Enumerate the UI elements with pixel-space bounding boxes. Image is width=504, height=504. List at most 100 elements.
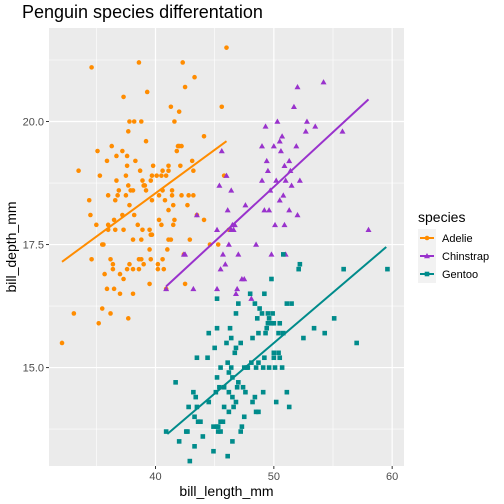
adelie-point xyxy=(166,207,171,213)
adelie-point xyxy=(219,104,225,110)
adelie-point xyxy=(186,193,191,198)
adelie-point xyxy=(131,119,137,124)
adelie-point xyxy=(147,227,152,233)
gentoo-point xyxy=(265,311,271,316)
adelie-point xyxy=(172,217,177,223)
chinstrap-point xyxy=(228,226,235,233)
adelie-point xyxy=(111,286,117,292)
gentoo-point xyxy=(227,325,233,331)
gentoo-point xyxy=(269,276,274,282)
gentoo-point xyxy=(215,429,221,434)
adelie-point xyxy=(161,266,167,272)
gentoo-point xyxy=(256,409,261,415)
gentoo-point xyxy=(281,330,286,336)
chinstrap-point xyxy=(266,207,273,213)
gentoo-point xyxy=(252,394,258,400)
adelie-point xyxy=(89,257,94,262)
adelie-point xyxy=(76,168,81,174)
adelie-point xyxy=(71,311,77,316)
legend-title: species xyxy=(418,209,465,225)
adelie-legend-label: Adelie xyxy=(442,233,473,245)
adelie-point xyxy=(147,247,152,252)
y-tick-label: 20.0 xyxy=(23,117,44,129)
adelie-point xyxy=(101,242,106,247)
adelie-point xyxy=(159,222,164,228)
gentoo-point xyxy=(262,355,267,361)
adelie-point xyxy=(130,266,136,272)
gentoo-point xyxy=(296,266,301,272)
adelie-point xyxy=(191,168,196,174)
gentoo-point xyxy=(277,320,283,326)
chinstrap-point xyxy=(281,221,288,228)
chinstrap-point xyxy=(280,192,287,198)
chinstrap-point xyxy=(274,118,281,124)
adelie-point xyxy=(115,193,120,198)
gentoo-point xyxy=(238,340,243,346)
chinstrap-point xyxy=(270,143,277,149)
adelie-point xyxy=(192,74,197,80)
gentoo-point xyxy=(260,389,266,395)
chinstrap-point xyxy=(264,167,271,173)
adelie-point xyxy=(169,188,175,193)
gentoo-point xyxy=(230,439,235,444)
gentoo-point xyxy=(241,414,247,420)
chinstrap-point xyxy=(214,285,221,292)
gentoo-point xyxy=(289,301,294,306)
gentoo-point xyxy=(214,325,220,331)
adelie-point xyxy=(201,133,207,139)
adelie-point xyxy=(162,197,168,203)
adelie-point xyxy=(148,178,154,183)
data-points xyxy=(59,45,390,464)
chinstrap-point xyxy=(259,143,265,149)
chinstrap-point xyxy=(232,290,239,297)
adelie-point xyxy=(114,178,119,183)
adelie-point xyxy=(130,188,136,193)
chinstrap-point xyxy=(268,251,275,257)
gentoo-point xyxy=(195,419,201,425)
adelie-point xyxy=(86,197,92,203)
gentoo-point xyxy=(198,419,203,425)
adelie-point xyxy=(139,257,144,262)
gentoo-point xyxy=(215,424,221,429)
gentoo-point xyxy=(192,444,197,449)
adelie-point xyxy=(147,281,152,287)
chinstrap-legend-marker xyxy=(424,253,430,259)
gentoo-trend-line xyxy=(166,246,387,435)
chart-title: Penguin species differentation xyxy=(22,2,263,22)
adelie-point xyxy=(166,163,171,169)
chinstrap-point xyxy=(302,128,309,134)
adelie-point xyxy=(124,153,130,159)
chinstrap-point xyxy=(163,285,170,292)
gentoo-point xyxy=(218,429,223,434)
adelie-point xyxy=(136,60,142,65)
adelie-point xyxy=(121,276,126,282)
gentoo-point xyxy=(311,325,317,331)
adelie-point xyxy=(117,291,123,297)
chinstrap-point xyxy=(365,226,372,233)
adelie-point xyxy=(97,173,103,178)
gentoo-point xyxy=(253,365,259,370)
adelie-point xyxy=(95,148,100,154)
adelie-point xyxy=(124,266,130,272)
gentoo-point xyxy=(257,306,262,311)
gentoo-point xyxy=(256,360,261,365)
adelie-point xyxy=(155,261,161,267)
adelie-point xyxy=(114,153,119,159)
gentoo-point xyxy=(322,330,328,336)
adelie-point xyxy=(110,261,116,267)
gentoo-point xyxy=(232,350,238,356)
chinstrap-point xyxy=(214,226,221,233)
chinstrap-point xyxy=(262,123,269,129)
adelie-point xyxy=(141,261,146,267)
chinstrap-point xyxy=(235,251,242,257)
adelie-point xyxy=(187,237,193,242)
adelie-point xyxy=(215,242,221,247)
x-axis-title: bill_length_mm xyxy=(179,483,273,499)
adelie-point xyxy=(154,173,159,178)
chinstrap-point xyxy=(276,197,283,203)
adelie-point xyxy=(137,168,143,174)
chinstrap-point xyxy=(279,133,286,139)
adelie-point xyxy=(111,217,117,223)
adelie-point xyxy=(149,173,155,178)
gentoo-point xyxy=(250,335,255,341)
